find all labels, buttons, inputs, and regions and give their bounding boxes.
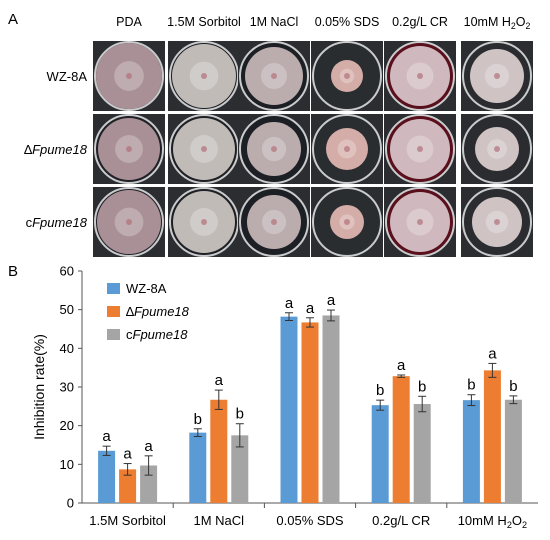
bar: [322, 315, 340, 503]
plate-photo: [93, 41, 165, 111]
significance-label: b: [194, 411, 202, 428]
significance-label: a: [215, 372, 224, 389]
plate-photo: [168, 187, 240, 257]
x-axis: 1.5M Sorbitol 1M NaCl 0.05% SDS 0.2g/L CR 10…: [82, 502, 538, 530]
legend-label: cFpume18: [126, 327, 188, 342]
plate-photo: [168, 41, 240, 111]
legend: WZ-8A ∆Fpume18 cFpume18: [107, 281, 190, 342]
plate-photo: [384, 41, 456, 111]
plate-photo: [93, 114, 165, 184]
column-header: 0.05% SDS: [315, 15, 380, 29]
plate-photo: [238, 41, 310, 111]
panel-b-label: B: [8, 263, 18, 280]
plate-photo: [93, 187, 165, 257]
bar: [413, 404, 431, 503]
plate-photo: [311, 114, 383, 184]
plate-photo: [311, 187, 383, 257]
legend-label: ∆Fpume18: [126, 304, 190, 319]
significance-label: b: [418, 378, 426, 395]
bar: [140, 465, 158, 503]
bar-chart: 0 10 20 30 40 50 60 1.5M Sorbitol 1M NaCl 0.05% …: [31, 264, 538, 530]
plate-photo: [238, 187, 310, 257]
column-header: 0.2g/L CR: [392, 15, 448, 29]
significance-label: a: [123, 446, 132, 463]
legend-label: WZ-8A: [126, 281, 167, 296]
x-tick-label: 10mM H2O2: [458, 513, 527, 530]
row-label: WZ-8A: [47, 69, 88, 84]
significance-label: a: [285, 295, 294, 312]
row-label: ∆Fpume18: [24, 142, 88, 157]
panel-a-label: A: [8, 11, 18, 28]
row-labels: WZ-8A ∆Fpume18 cFpume18: [24, 69, 88, 230]
plate-photo: [168, 114, 240, 184]
bar: [483, 370, 501, 503]
significance-label: a: [397, 357, 406, 374]
bar: [189, 432, 207, 503]
plate-photo: [238, 114, 310, 184]
column-header: 1.5M Sorbitol: [167, 15, 241, 29]
column-headers: PDA 1.5M Sorbitol 1M NaCl 0.05% SDS 0.2g/L C…: [116, 15, 530, 31]
y-tick-label: 20: [60, 418, 74, 433]
y-tick-label: 10: [60, 457, 74, 472]
y-tick-label: 50: [60, 302, 74, 317]
plate-photo: [461, 41, 533, 111]
column-header: 10mM H2O2: [464, 15, 531, 31]
x-tick-label: 0.05% SDS: [276, 513, 344, 528]
bar: [231, 435, 249, 503]
plate-photo: [384, 114, 456, 184]
bar: [462, 400, 480, 503]
x-tick-label: 0.2g/L CR: [372, 513, 430, 528]
y-tick-label: 40: [60, 341, 74, 356]
x-tick-label: 1M NaCl: [194, 513, 245, 528]
bar: [392, 376, 410, 503]
legend-swatch: [107, 283, 120, 294]
row-label: cFpume18: [26, 215, 88, 230]
significance-label: a: [144, 438, 153, 455]
bar: [504, 399, 522, 503]
bar: [301, 322, 319, 503]
legend-swatch: [107, 329, 120, 340]
significance-label: a: [488, 345, 497, 362]
y-axis: 0 10 20 30 40 50 60: [60, 264, 83, 511]
significance-label: b: [509, 378, 517, 395]
significance-label: b: [376, 382, 384, 399]
bar: [98, 450, 116, 503]
y-tick-label: 30: [60, 380, 74, 395]
plate-photo: [384, 187, 456, 257]
column-header: 1M NaCl: [250, 15, 299, 29]
bar: [280, 316, 298, 503]
plate-photo: [461, 114, 533, 184]
significance-label: b: [236, 406, 244, 423]
significance-label: a: [327, 292, 336, 309]
y-tick-label: 0: [67, 496, 74, 511]
bar: [371, 405, 389, 503]
legend-swatch: [107, 306, 120, 317]
column-header: PDA: [116, 15, 142, 29]
y-tick-label: 60: [60, 264, 74, 279]
significance-label: a: [306, 300, 315, 317]
plate-grid: [93, 41, 533, 257]
significance-label: b: [467, 377, 475, 394]
plate-photo: [461, 187, 533, 257]
bar: [119, 469, 137, 503]
y-axis-label: Inhibition rate(%): [31, 334, 47, 440]
significance-label: a: [102, 428, 111, 445]
plate-photo: [311, 41, 383, 111]
x-tick-label: 1.5M Sorbitol: [89, 513, 166, 528]
bar: [210, 399, 228, 503]
